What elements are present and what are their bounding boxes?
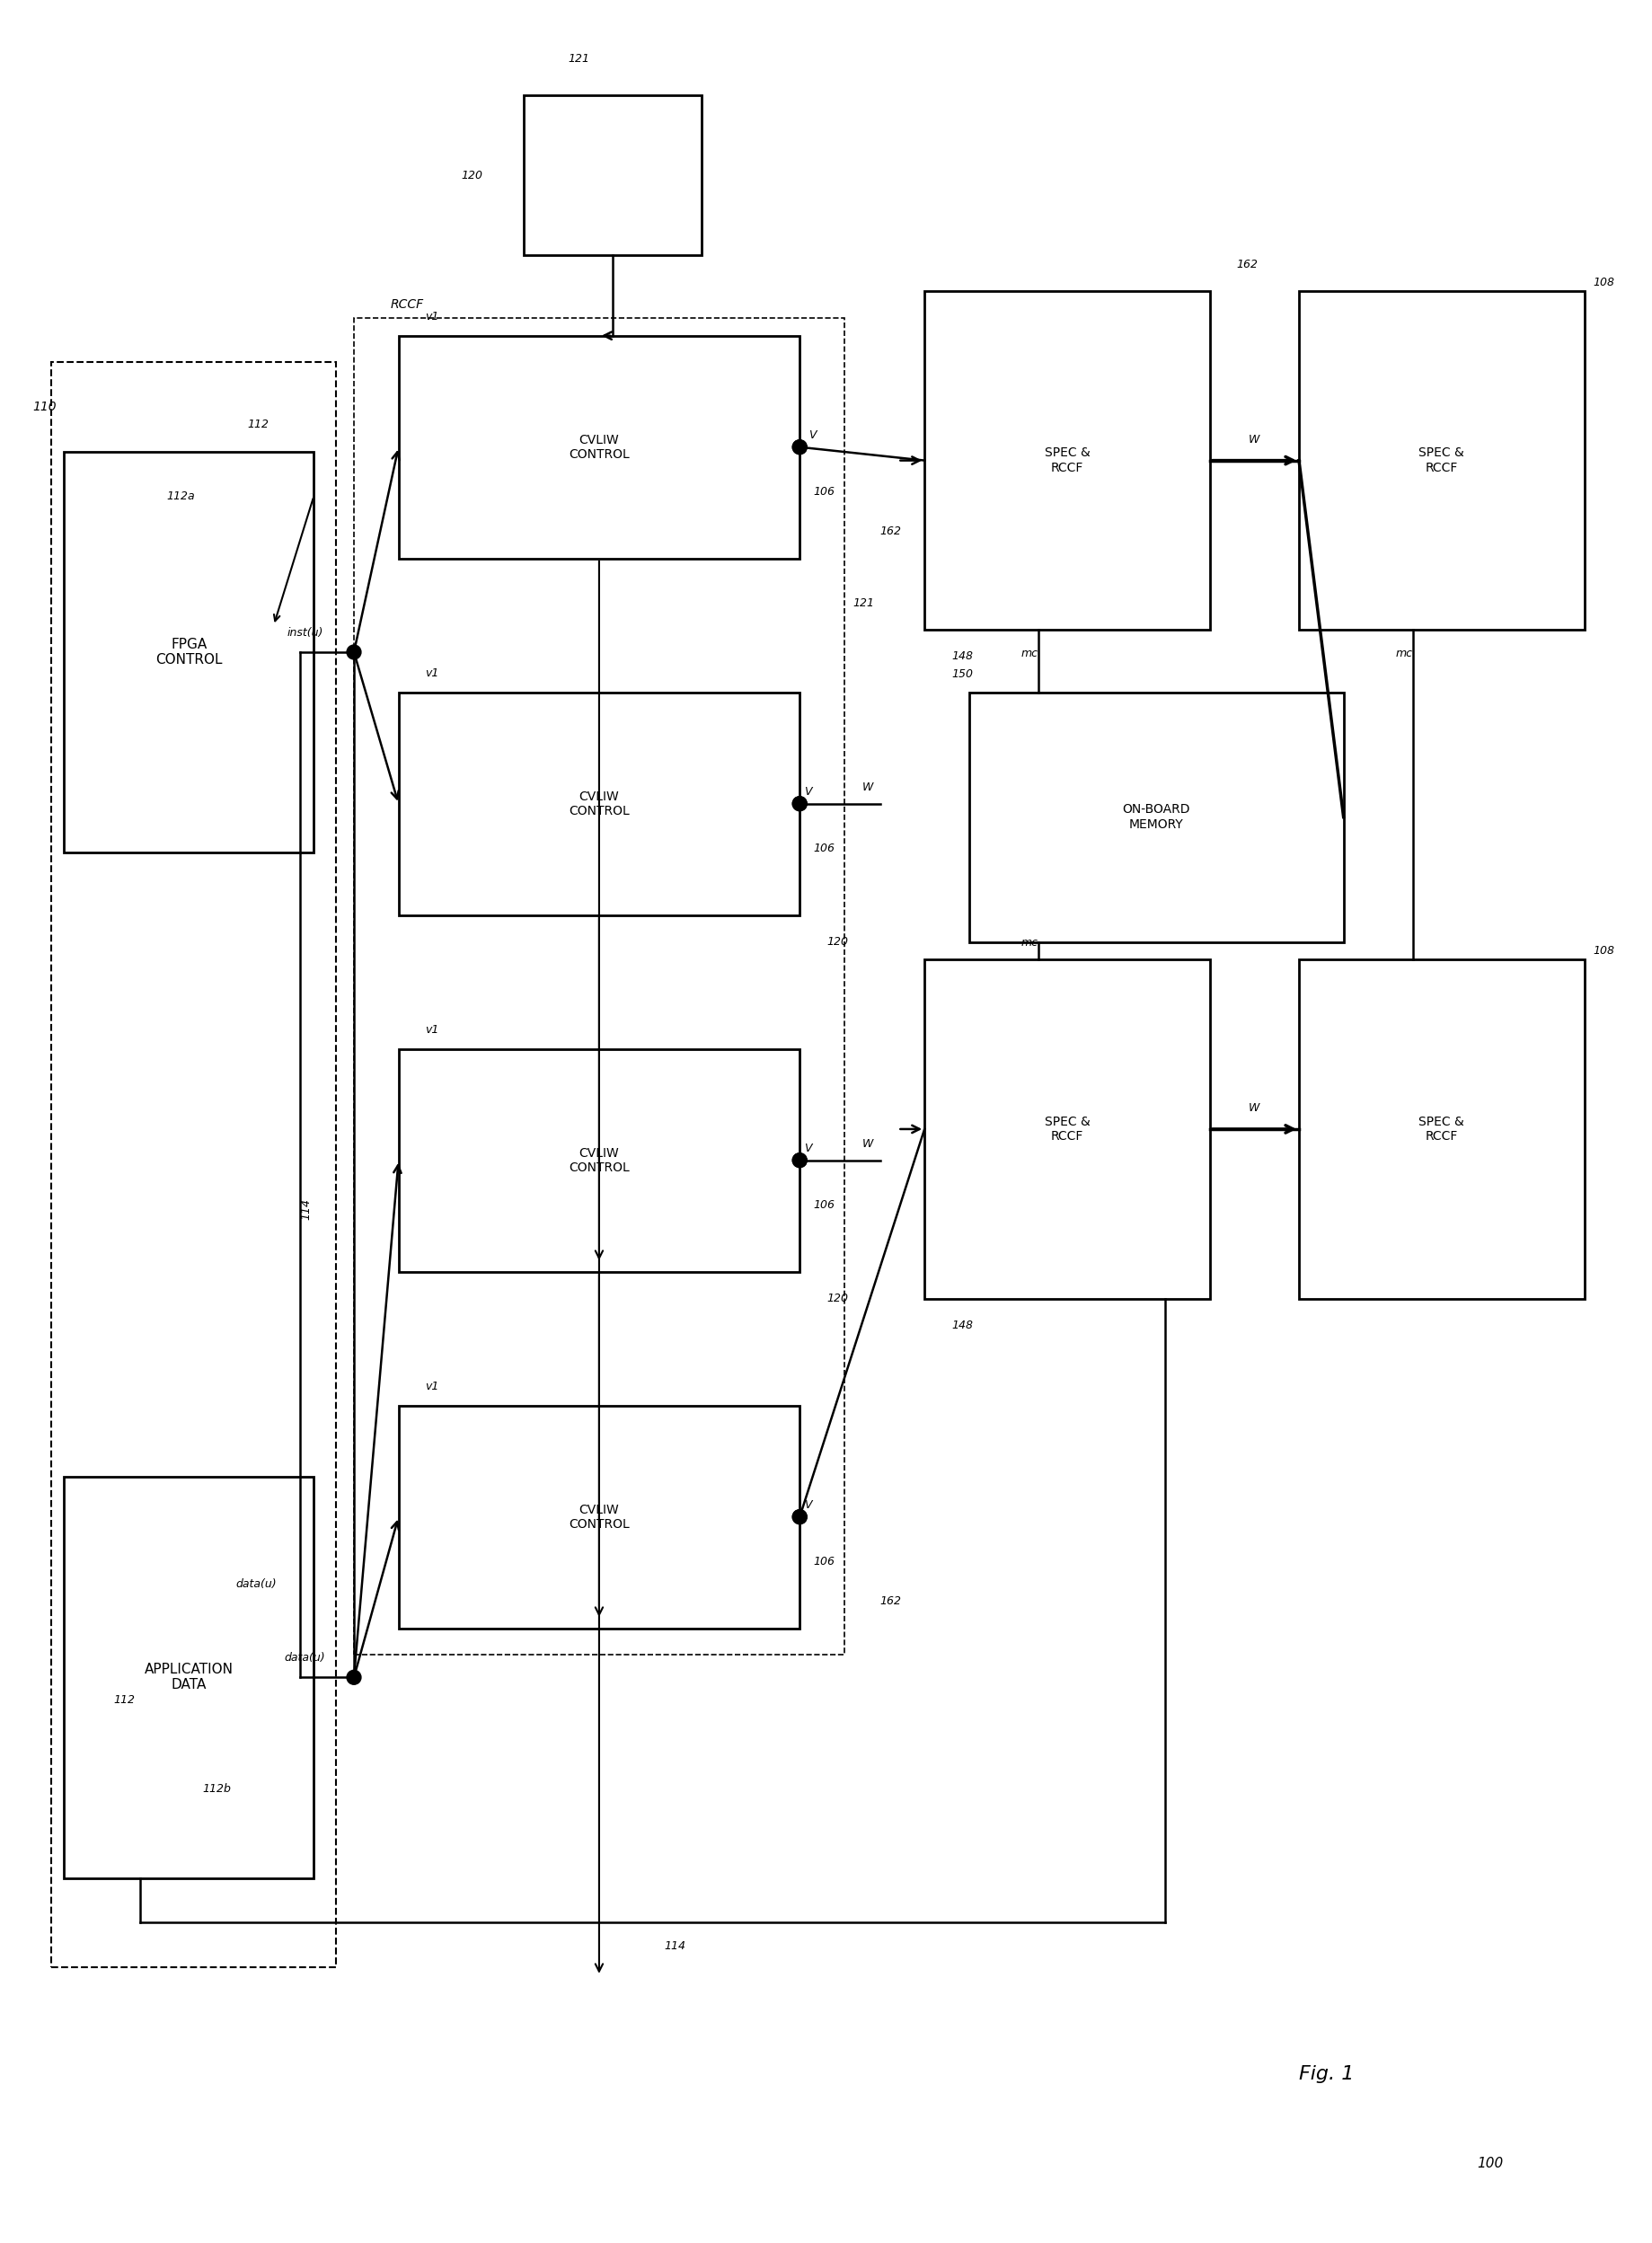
Text: 120: 120 [826,935,847,949]
Text: V: V [805,785,811,799]
Text: V: V [805,1142,811,1155]
Circle shape [793,440,806,455]
Text: inst(u): inst(u) [286,628,322,639]
Text: 114: 114 [664,1940,686,1951]
Text: 120: 120 [461,168,482,182]
Text: V: V [808,428,816,442]
Text: v1: v1 [425,1023,439,1036]
Text: 150: 150 [952,668,973,680]
Text: 106: 106 [813,843,834,855]
FancyBboxPatch shape [1298,960,1583,1299]
Text: RCCF: RCCF [390,298,425,312]
Text: V: V [805,1498,811,1510]
Text: 121: 121 [568,54,590,65]
Text: mc: mc [1021,648,1037,659]
Text: data(u): data(u) [284,1653,325,1664]
Circle shape [793,796,806,810]
FancyBboxPatch shape [923,292,1209,630]
Text: 162: 162 [1236,258,1257,269]
Text: 162: 162 [879,525,900,538]
Text: 100: 100 [1477,2156,1503,2169]
FancyBboxPatch shape [1298,292,1583,630]
Text: 114: 114 [301,1198,312,1220]
Text: W: W [1249,433,1259,446]
FancyBboxPatch shape [398,336,800,559]
Text: W: W [862,1137,872,1151]
FancyBboxPatch shape [923,960,1209,1299]
Text: ON-BOARD
MEMORY: ON-BOARD MEMORY [1122,803,1189,830]
Text: data(u): data(u) [235,1577,276,1590]
Text: 112b: 112b [202,1783,231,1794]
Text: SPEC &
RCCF: SPEC & RCCF [1044,446,1089,473]
FancyBboxPatch shape [968,693,1343,942]
Text: 106: 106 [813,487,834,498]
Text: W: W [862,781,872,794]
Text: 112a: 112a [167,491,195,502]
FancyBboxPatch shape [398,693,800,915]
Text: CVLIW
CONTROL: CVLIW CONTROL [568,1146,629,1173]
Text: 108: 108 [1593,944,1614,956]
Text: 108: 108 [1593,276,1614,287]
Text: 162: 162 [879,1595,900,1608]
Text: SPEC &
RCCF: SPEC & RCCF [1417,1115,1464,1142]
FancyBboxPatch shape [398,1406,800,1628]
Text: SPEC &
RCCF: SPEC & RCCF [1417,446,1464,473]
Text: 112: 112 [112,1693,135,1705]
Text: v1: v1 [425,666,439,680]
Text: 110: 110 [33,401,56,413]
Text: 106: 106 [813,1557,834,1568]
Text: mc: mc [1394,648,1412,659]
FancyBboxPatch shape [64,451,314,852]
Text: v1: v1 [425,310,439,323]
FancyBboxPatch shape [64,1476,314,1877]
Text: 148: 148 [952,650,973,662]
Circle shape [793,440,806,455]
Circle shape [793,796,806,810]
Text: v1: v1 [425,1379,439,1393]
Circle shape [347,1671,360,1684]
Text: W: W [1249,1101,1259,1115]
Text: APPLICATION
DATA: APPLICATION DATA [144,1662,233,1691]
Text: CVLIW
CONTROL: CVLIW CONTROL [568,790,629,816]
Circle shape [347,646,360,659]
FancyBboxPatch shape [524,94,700,256]
Circle shape [793,1510,806,1523]
Circle shape [793,1153,806,1166]
Circle shape [793,1510,806,1523]
Text: 148: 148 [952,1319,973,1330]
Text: 120: 120 [826,1292,847,1303]
Text: FPGA
CONTROL: FPGA CONTROL [155,637,223,666]
FancyBboxPatch shape [354,319,844,1655]
FancyBboxPatch shape [51,363,335,1967]
Text: CVLIW
CONTROL: CVLIW CONTROL [568,1503,629,1530]
FancyBboxPatch shape [398,1050,800,1272]
Circle shape [793,1153,806,1166]
Text: 112: 112 [246,419,268,431]
Text: SPEC &
RCCF: SPEC & RCCF [1044,1115,1089,1142]
Text: mc: mc [1021,938,1037,949]
Text: CVLIW
CONTROL: CVLIW CONTROL [568,433,629,460]
Text: Fig. 1: Fig. 1 [1298,2066,1353,2084]
Text: 106: 106 [813,1200,834,1211]
Text: 121: 121 [852,597,874,608]
